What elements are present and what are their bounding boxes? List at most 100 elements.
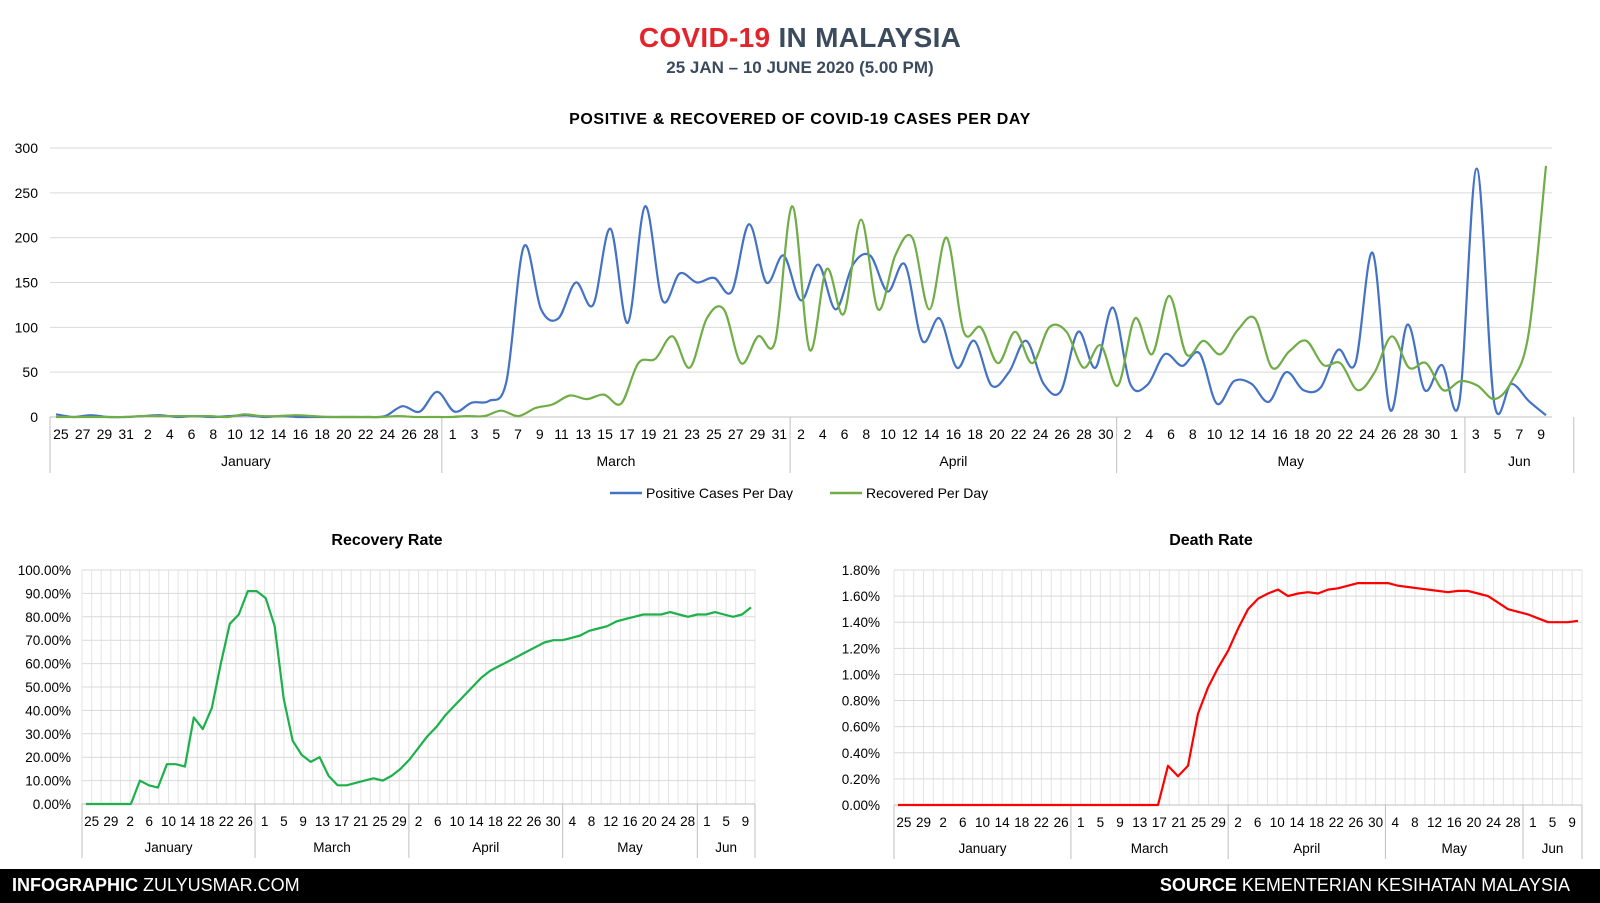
y-tick-label: 1.40%	[842, 615, 880, 630]
x-tick-label: 20	[1466, 815, 1481, 830]
x-tick-label: 1	[703, 814, 711, 829]
y-tick-label: 90.00%	[25, 586, 71, 601]
x-tick-label: 14	[1250, 426, 1266, 442]
x-tick-label: 30	[1098, 426, 1114, 442]
x-tick-label: 24	[661, 814, 677, 829]
title-red-part: COVID-19	[638, 22, 771, 53]
x-tick-label: 5	[280, 814, 288, 829]
x-tick-label: 22	[1034, 815, 1049, 830]
x-tick-label: 18	[199, 814, 214, 829]
month-label: April	[1293, 841, 1320, 856]
x-tick-label: 30	[1368, 815, 1383, 830]
x-tick-label: 26	[238, 814, 253, 829]
x-tick-label: 5	[1494, 426, 1502, 442]
x-tick-label: 3	[1472, 426, 1480, 442]
series-line-line-0	[86, 590, 752, 806]
x-tick-label: 14	[995, 815, 1011, 830]
x-tick-label: 2	[144, 426, 152, 442]
x-tick-label: 9	[1568, 815, 1576, 830]
x-tick-label: 12	[249, 426, 265, 442]
y-tick-label: 70.00%	[25, 633, 71, 648]
x-tick-label: 22	[1011, 426, 1027, 442]
x-tick-label: 7	[1515, 426, 1523, 442]
x-tick-label: 28	[1506, 815, 1521, 830]
page-title: COVID-19 IN MALAYSIA	[0, 22, 1600, 54]
x-tick-label: 16	[1272, 426, 1288, 442]
y-tick-label: 30.00%	[25, 727, 71, 742]
x-tick-label: 17	[1152, 815, 1167, 830]
x-tick-label: 29	[916, 815, 931, 830]
month-label: May	[1278, 453, 1304, 469]
x-tick-label: 10	[880, 426, 896, 442]
x-tick-label: 29	[1211, 815, 1226, 830]
x-tick-label: 24	[1486, 815, 1502, 830]
x-tick-label: 18	[314, 426, 330, 442]
x-tick-label: 26	[526, 814, 541, 829]
x-tick-label: 30	[546, 814, 561, 829]
y-tick-label: 0.20%	[842, 772, 880, 787]
x-tick-label: 30	[1424, 426, 1440, 442]
x-tick-label: 15	[597, 426, 613, 442]
x-tick-label: 4	[569, 814, 577, 829]
chart-title: POSITIVE & RECOVERED OF COVID-19 CASES P…	[569, 111, 1031, 128]
footer-source: SOURCE KEMENTERIAN KESIHATAN MALAYSIA	[1160, 875, 1570, 896]
month-label: January	[221, 453, 271, 469]
x-tick-label: 26	[1054, 426, 1070, 442]
x-tick-label: 17	[619, 426, 635, 442]
x-tick-label: 5	[492, 426, 500, 442]
x-tick-label: 25	[53, 426, 69, 442]
month-label: Jun	[1542, 841, 1564, 856]
footer-credit-label: INFOGRAPHIC	[12, 875, 138, 895]
x-tick-label: 9	[1537, 426, 1545, 442]
x-tick-label: 20	[642, 814, 657, 829]
x-tick-label: 20	[1316, 426, 1332, 442]
series-lines	[898, 582, 1579, 807]
x-tick-label: 8	[1189, 426, 1197, 442]
series-lines	[86, 590, 752, 806]
x-tick-label: 19	[641, 426, 657, 442]
x-tick-label: 25	[84, 814, 99, 829]
x-tick-label: 10	[449, 814, 464, 829]
x-tick-label: 5	[1097, 815, 1105, 830]
x-tick-label: 14	[1289, 815, 1305, 830]
y-tick-label: 150	[15, 275, 39, 291]
month-label: January	[145, 840, 193, 855]
x-tick-label: 14	[469, 814, 485, 829]
x-tick-label: 28	[423, 426, 439, 442]
x-tick-label: 2	[797, 426, 805, 442]
x-tick-label: 13	[1132, 815, 1147, 830]
legend: Positive Cases Per Day Recovered Per Day	[610, 485, 988, 500]
x-tick-label: 2	[126, 814, 134, 829]
page-subtitle: 25 JAN – 10 JUNE 2020 (5.00 PM)	[666, 58, 934, 77]
x-tick-label: 18	[1309, 815, 1324, 830]
x-tick-label: 3	[471, 426, 479, 442]
x-tick-label: 22	[358, 426, 374, 442]
y-tick-label: 1.80%	[842, 563, 880, 578]
x-tick-label: 10	[1207, 426, 1223, 442]
y-tick-label: 20.00%	[25, 750, 71, 765]
month-label: March	[1131, 841, 1169, 856]
x-tick-label: 1	[449, 426, 457, 442]
gridlines	[81, 569, 756, 805]
x-tick-label: 17	[334, 814, 349, 829]
month-label: Jun	[1508, 453, 1531, 469]
title-dark-part: IN MALAYSIA	[770, 22, 962, 53]
y-tick-label: 0.80%	[842, 694, 880, 709]
x-tick-label: 29	[97, 426, 113, 442]
x-tick-label: 16	[622, 814, 637, 829]
x-tick-label: 22	[1329, 815, 1344, 830]
y-tick-label: 1.60%	[842, 589, 880, 604]
x-tick-label: 21	[1172, 815, 1187, 830]
y-tick-label: 0.00%	[33, 797, 71, 812]
x-tick-label: 2	[415, 814, 423, 829]
x-tick-label: 20	[989, 426, 1005, 442]
y-tick-label: 40.00%	[25, 703, 71, 718]
x-tick-label: 2	[939, 815, 947, 830]
x-tick-label: 11	[554, 426, 569, 442]
x-tick-label: 9	[1116, 815, 1124, 830]
x-tick-label: 28	[1403, 426, 1419, 442]
x-tick-label: 1	[1529, 815, 1537, 830]
x-tick-label: 5	[722, 814, 730, 829]
series-line-line-0	[898, 582, 1579, 807]
y-tick-label: 10.00%	[25, 774, 71, 789]
